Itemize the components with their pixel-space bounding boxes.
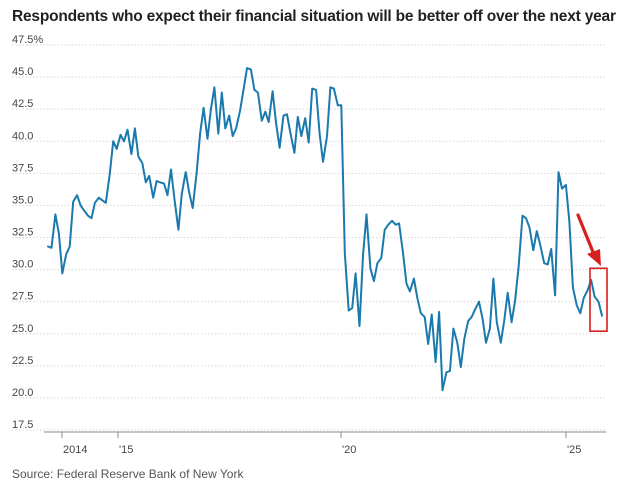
y-tick-label: 40.0 [12, 130, 33, 142]
grid-lines [12, 44, 606, 433]
arrow-head [587, 249, 601, 266]
x-tick-label: 2014 [63, 444, 87, 456]
arrow-shaft [576, 213, 595, 254]
source-note: Source: Federal Reserve Bank of New York [12, 467, 244, 481]
x-tick-label: '25 [567, 444, 581, 456]
y-tick-label: 27.5 [12, 291, 33, 303]
x-axis: 2014 '15 '20 '25 [61, 432, 581, 456]
y-tick-label: 17.5 [12, 419, 33, 431]
chart-title: Respondents who expect their financial s… [12, 8, 616, 25]
y-tick-label: 35.0 [12, 194, 33, 206]
y-tick-label: 42.5 [12, 98, 33, 110]
y-tick-label: 45.0 [12, 66, 33, 78]
series-line-better-off [47, 67, 603, 392]
x-tick-label: '20 [342, 444, 356, 456]
y-tick-label: 32.5 [12, 227, 33, 239]
y-tick-label: 30.0 [12, 259, 33, 271]
y-tick-label: 37.5 [12, 162, 33, 174]
y-tick-label: 47.5% [12, 34, 43, 46]
y-axis: 17.5 20.0 22.5 25.0 27.5 30.0 32.5 35.0 37.5 40.0… [12, 34, 43, 431]
y-tick-label: 22.5 [12, 355, 33, 367]
series-layer [47, 67, 603, 392]
annotation-layer [576, 213, 608, 332]
x-tick-label: '15 [119, 444, 133, 456]
y-tick-label: 20.0 [12, 387, 33, 399]
y-tick-label: 25.0 [12, 323, 33, 335]
highlight-box [589, 267, 608, 332]
